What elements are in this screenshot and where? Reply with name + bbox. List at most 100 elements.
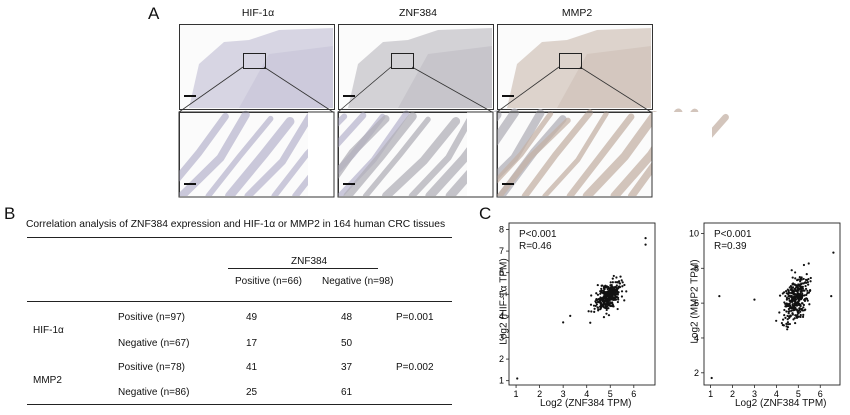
zoom-connector-line [263, 66, 334, 113]
scatter-point [607, 302, 610, 305]
scatter-point [617, 298, 620, 301]
zoom-image-frame [178, 111, 335, 198]
zoom-image-frame [337, 111, 494, 198]
y-tick-label: 4 [694, 333, 699, 343]
mask-cover [652, 112, 712, 196]
scatter-point [787, 304, 791, 307]
scatter-point [602, 287, 606, 290]
scatter-point [830, 295, 833, 298]
scatter-point [610, 285, 613, 288]
scatter-point [805, 273, 808, 276]
scatter-point [784, 295, 787, 298]
scatter-point [794, 314, 797, 317]
scatter-point [599, 305, 602, 308]
scatter-point [604, 304, 607, 307]
scatter-point [806, 289, 809, 292]
plot1-p-annotation: P<0.001 [519, 229, 557, 240]
plot2-p-annotation: P<0.001 [714, 229, 752, 240]
scale-bar [343, 183, 355, 185]
scatter-point [562, 321, 565, 324]
scatter-point [718, 295, 721, 298]
tissue-section [557, 46, 651, 108]
y-tick-label: 7 [499, 246, 504, 256]
scatter-point [569, 314, 572, 317]
scatter-point [595, 303, 598, 306]
scatter-point [799, 310, 802, 313]
scatter-point [613, 287, 616, 290]
scatter-point [797, 302, 800, 305]
x-tick-label: 2 [537, 389, 542, 399]
scatter-point [799, 280, 802, 283]
scatter-point [611, 277, 614, 280]
scatter-point [791, 276, 794, 279]
scatter-point [620, 279, 623, 282]
scatter-point [609, 281, 612, 284]
scatter-point [592, 304, 596, 307]
plot1-r-annotation: R=0.46 [519, 241, 552, 252]
scatter-point [801, 315, 805, 318]
scatter-point [609, 284, 612, 287]
scatter-point [793, 298, 796, 301]
scatter-point [596, 306, 599, 309]
scatter-point [784, 290, 788, 293]
scatter-point [621, 285, 624, 288]
scatter-point [808, 303, 811, 306]
scatter-point [785, 304, 788, 307]
y-tick-label: 10 [689, 228, 699, 238]
scatter-point [786, 325, 790, 329]
scatter-point [599, 296, 602, 299]
scatter-point [801, 285, 804, 288]
scatter-point [783, 314, 786, 317]
zoom-connector-line [496, 66, 560, 113]
scatter-point [788, 316, 791, 320]
plot1-y-axis-label: Log2 (HIF-1α TPM) [498, 258, 510, 345]
scatter-point [788, 291, 791, 294]
x-tick-label: 1 [514, 389, 519, 399]
y-tick-label: 8 [499, 224, 504, 234]
tissue-strand [205, 115, 274, 199]
scatter-point [802, 263, 806, 267]
scatter-point [800, 296, 804, 299]
scatter-point [602, 292, 605, 295]
scatter-point [794, 308, 797, 311]
tissue-section [239, 46, 333, 108]
table-cell: 61 [341, 387, 353, 398]
scatter-point [605, 308, 608, 312]
panel-a-letter: A [148, 4, 160, 23]
scatter-point [611, 281, 614, 284]
scatter-point [785, 322, 788, 326]
scatter-point [789, 295, 792, 298]
scatter-point [807, 278, 810, 281]
scatter-point [618, 282, 621, 285]
scatter-point [620, 295, 624, 298]
scatter-point [794, 277, 797, 280]
scatter-point [607, 314, 611, 317]
y-tick-label: 6 [499, 268, 504, 278]
scatter-point [593, 307, 596, 310]
row-label: Positive (n=78) [118, 362, 185, 373]
mask-cover [467, 112, 497, 196]
table-group-rule [228, 268, 378, 269]
scatter-point [613, 298, 617, 301]
scatter-point [609, 298, 612, 301]
scatter-point [804, 284, 807, 288]
y-tick-label: 4 [499, 311, 504, 321]
scatter-point [609, 296, 613, 299]
scatter-point [600, 284, 603, 287]
tissue-strand [244, 112, 314, 200]
scatter-point [614, 289, 617, 293]
y-tick-label: 5 [499, 289, 504, 299]
stain-title-znf384: ZNF384 [399, 7, 437, 19]
scatter-point [516, 377, 519, 380]
scatter-point [786, 288, 789, 291]
scale-bar [184, 183, 196, 185]
plot-frame [508, 222, 656, 386]
scatter-point [806, 299, 809, 302]
x-tick-label: 1 [708, 389, 713, 399]
scatter-point [788, 307, 792, 310]
scatter-point [602, 300, 605, 303]
scatter-point [802, 277, 805, 281]
tissue-strand [521, 109, 594, 200]
scatter-point [594, 301, 598, 304]
scatter-point [801, 294, 804, 297]
